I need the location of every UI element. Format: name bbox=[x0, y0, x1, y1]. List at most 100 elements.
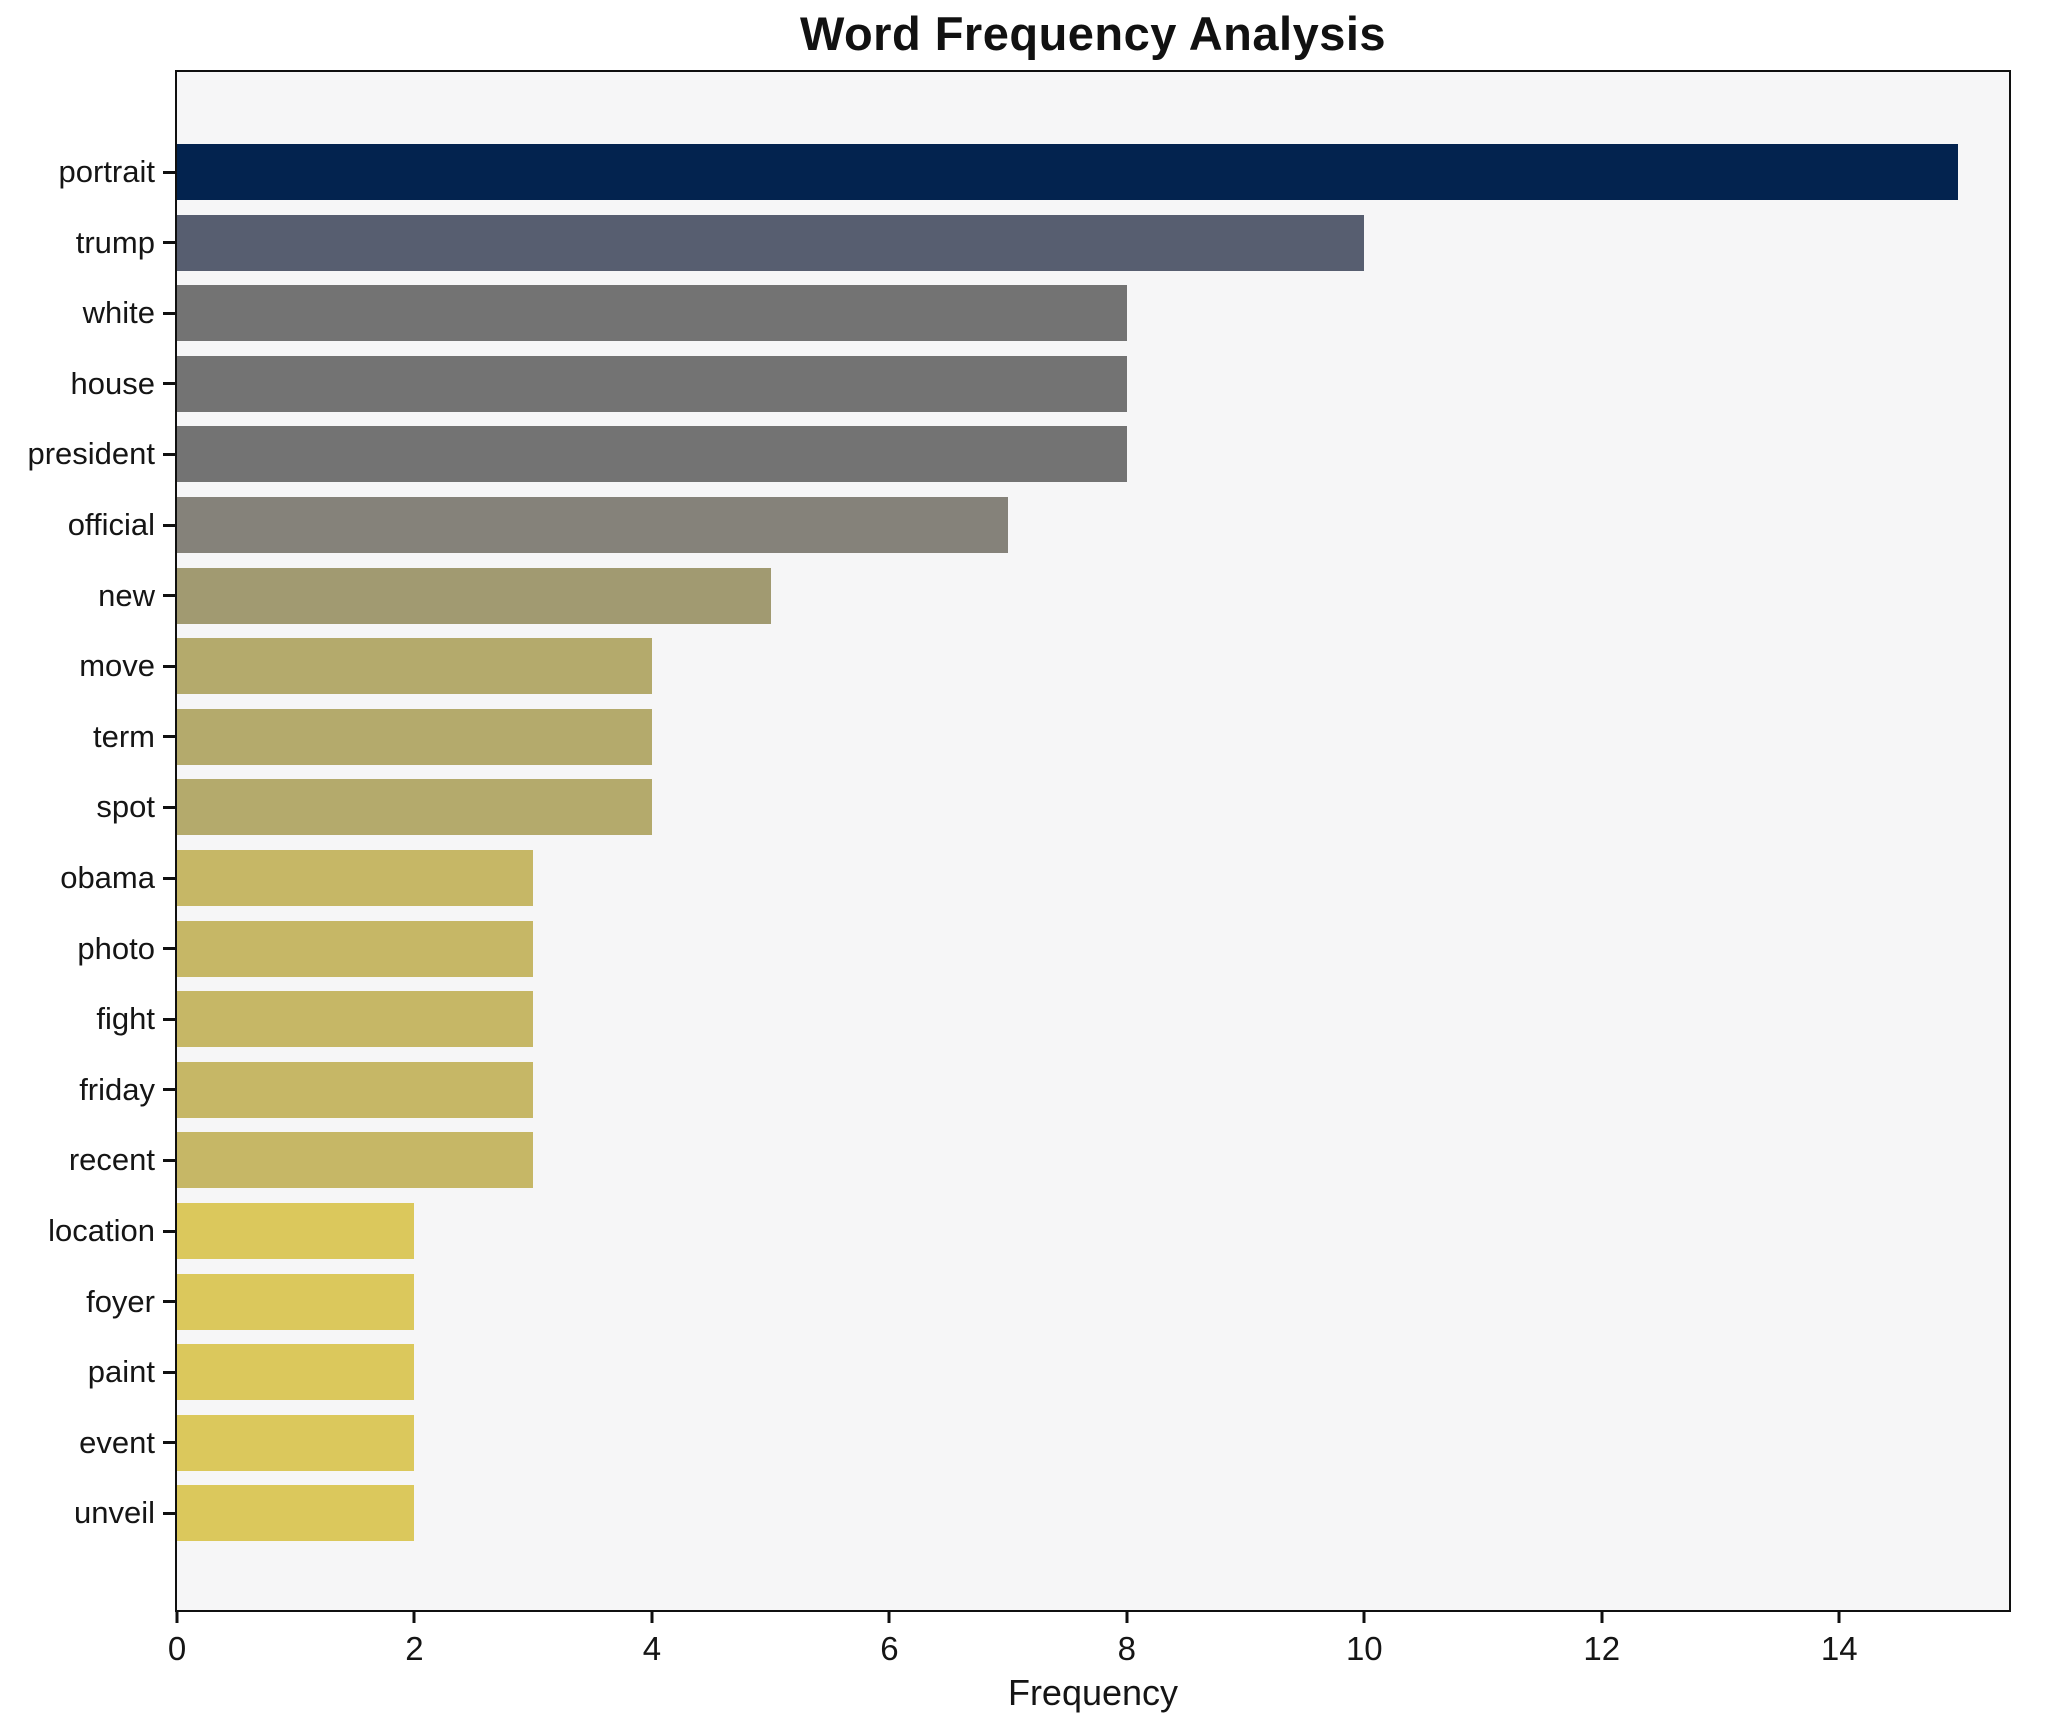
y-tick-label: term bbox=[93, 718, 155, 754]
y-tick-label: obama bbox=[60, 860, 155, 895]
chart-title: Word Frequency Analysis bbox=[799, 7, 1387, 60]
x-tick-mark bbox=[175, 1611, 179, 1623]
y-tick-label: house bbox=[70, 365, 155, 401]
bar-row: official bbox=[68, 497, 2009, 553]
bar-fight bbox=[177, 991, 534, 1048]
bar-row: recent bbox=[69, 1132, 2009, 1189]
bar-row: president bbox=[27, 426, 2009, 483]
bar-row: friday bbox=[79, 1061, 2009, 1118]
y-tick-mark bbox=[163, 805, 175, 809]
x-tick-mark bbox=[1125, 1611, 1129, 1623]
bar-row: new bbox=[98, 567, 2009, 624]
y-tick-mark bbox=[163, 876, 175, 880]
bar-house bbox=[177, 355, 1127, 412]
bar-row: house bbox=[71, 355, 2009, 412]
y-tick-mark bbox=[163, 1017, 175, 1021]
y-tick-mark bbox=[163, 1300, 175, 1304]
bar-row: paint bbox=[88, 1344, 2009, 1401]
bar-row: move bbox=[79, 638, 2009, 695]
bar-official bbox=[177, 497, 1009, 553]
y-tick-mark bbox=[163, 382, 175, 386]
y-tick-mark bbox=[163, 1158, 175, 1162]
bar-term bbox=[177, 708, 652, 765]
y-tick-mark bbox=[163, 1229, 175, 1233]
bar-row: term bbox=[93, 708, 2009, 765]
y-tick-mark bbox=[163, 594, 175, 598]
x-tick-mark bbox=[1837, 1611, 1841, 1623]
x-tick-mark bbox=[412, 1611, 416, 1623]
y-tick-label: friday bbox=[79, 1071, 155, 1107]
y-tick-label: unveil bbox=[74, 1495, 155, 1531]
bar-row: fight bbox=[96, 991, 2009, 1048]
x-tick-mark bbox=[887, 1611, 891, 1623]
bar-location bbox=[177, 1203, 415, 1259]
bar-president bbox=[177, 426, 1127, 483]
y-tick-mark bbox=[163, 311, 175, 315]
bar-row: white bbox=[83, 285, 2009, 342]
y-tick-mark bbox=[163, 1088, 175, 1092]
y-tick-label: new bbox=[98, 577, 155, 613]
bar-white bbox=[177, 285, 1127, 342]
y-tick-mark bbox=[163, 947, 175, 951]
y-tick-label: official bbox=[67, 507, 155, 542]
bar-recent bbox=[177, 1132, 534, 1189]
bar-move bbox=[177, 638, 652, 695]
x-tick-label: 10 bbox=[1345, 1630, 1383, 1667]
y-tick-label: event bbox=[79, 1424, 155, 1460]
x-tick-label: 6 bbox=[880, 1630, 899, 1667]
x-tick-label: 0 bbox=[167, 1630, 187, 1667]
bar-row: spot bbox=[96, 779, 2009, 836]
y-tick-mark bbox=[163, 241, 175, 245]
bar-row: portrait bbox=[59, 144, 2009, 200]
y-tick-label: president bbox=[27, 436, 155, 472]
x-tick-mark bbox=[650, 1611, 654, 1623]
y-tick-mark bbox=[163, 170, 175, 174]
y-tick-label: spot bbox=[96, 789, 155, 825]
bar-trump bbox=[177, 214, 1365, 271]
y-tick-label: portrait bbox=[58, 154, 155, 189]
y-tick-label: trump bbox=[75, 224, 155, 260]
y-tick-mark bbox=[163, 523, 175, 527]
bar-foyer bbox=[177, 1273, 415, 1330]
x-tick-mark bbox=[1362, 1611, 1366, 1623]
x-tick-mark bbox=[1600, 1611, 1604, 1623]
bar-portrait bbox=[177, 144, 1958, 200]
y-tick-label: white bbox=[82, 295, 155, 331]
y-tick-label: recent bbox=[68, 1142, 155, 1178]
y-tick-mark bbox=[163, 1511, 175, 1515]
y-tick-label: move bbox=[79, 648, 155, 684]
bar-row: foyer bbox=[86, 1273, 2009, 1330]
y-tick-mark bbox=[163, 452, 175, 456]
x-tick-label: 14 bbox=[1820, 1630, 1858, 1667]
x-axis-label: Frequency bbox=[1007, 1672, 1179, 1713]
bar-friday bbox=[177, 1061, 534, 1118]
bar-unveil bbox=[177, 1485, 415, 1542]
bar-row: event bbox=[79, 1414, 2009, 1471]
y-tick-label: fight bbox=[96, 1001, 155, 1037]
bar-new bbox=[177, 567, 771, 624]
x-tick-label: 8 bbox=[1117, 1630, 1137, 1667]
bar-obama bbox=[177, 850, 534, 906]
bar-photo bbox=[177, 920, 534, 977]
y-tick-label: photo bbox=[77, 930, 155, 966]
y-tick-mark bbox=[163, 735, 175, 739]
x-tick-label: 2 bbox=[405, 1630, 424, 1667]
y-tick-mark bbox=[163, 1370, 175, 1374]
bar-row: unveil bbox=[74, 1485, 2009, 1542]
x-tick-label: 4 bbox=[642, 1630, 662, 1667]
bar-row: photo bbox=[77, 920, 2009, 977]
x-tick-label: 12 bbox=[1583, 1630, 1621, 1667]
bar-spot bbox=[177, 779, 652, 836]
y-tick-label: location bbox=[48, 1213, 155, 1248]
bar-row: trump bbox=[76, 214, 2009, 271]
y-tick-mark bbox=[163, 664, 175, 668]
y-tick-label: foyer bbox=[86, 1283, 155, 1319]
y-tick-label: paint bbox=[87, 1354, 155, 1390]
bar-event bbox=[177, 1414, 415, 1471]
plot-area: portrait trump white house president official… bbox=[27, 70, 2011, 1667]
bar-row: location bbox=[48, 1203, 2009, 1259]
bar-paint bbox=[177, 1344, 415, 1401]
bar-row: obama bbox=[60, 850, 2009, 906]
y-tick-mark bbox=[163, 1441, 175, 1445]
